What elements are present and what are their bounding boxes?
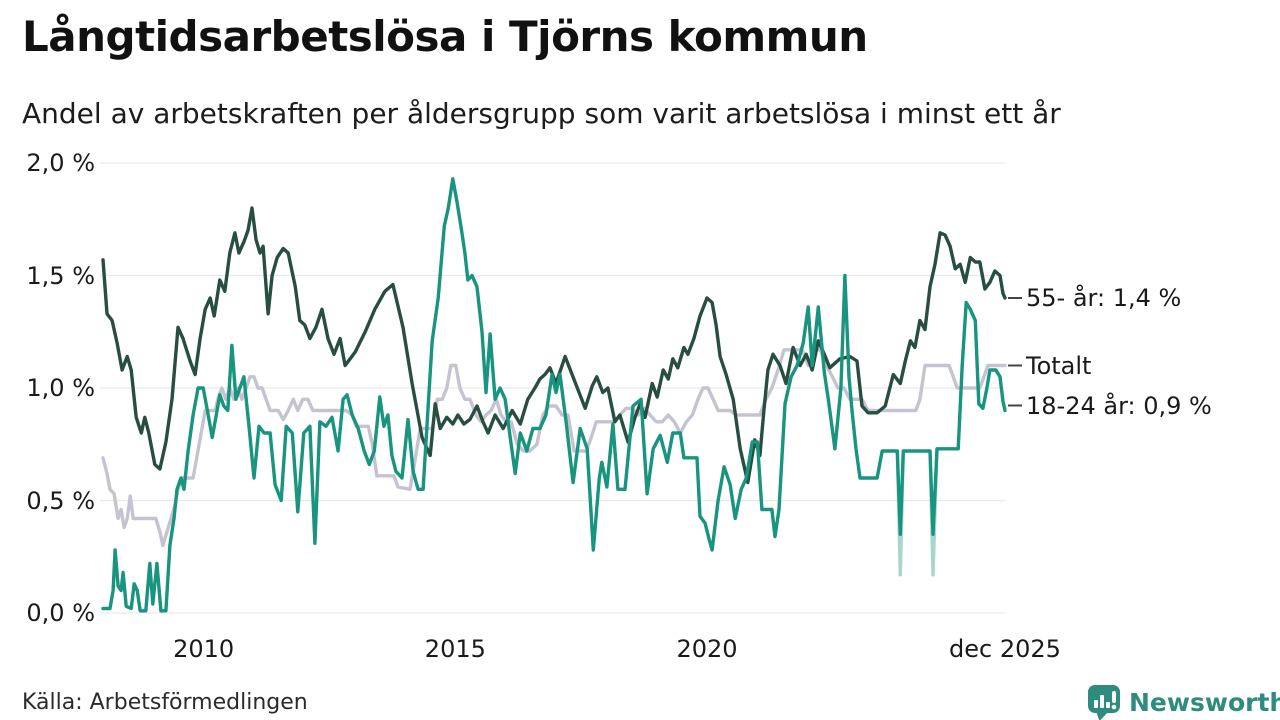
y-tick-label: 1,5 % bbox=[26, 261, 95, 290]
source-note: Källa: Arbetsförmedlingen bbox=[22, 690, 308, 715]
series-line-totalt bbox=[101, 348, 1007, 548]
end-label-55: 55- år: 1,4 % bbox=[1026, 284, 1182, 312]
series-line-18-24-r bbox=[101, 177, 1007, 613]
x-tick-label: 2010 bbox=[173, 635, 235, 663]
end-label-totalt: Totalt bbox=[1026, 351, 1092, 380]
page-title: Långtidsarbetslösa i Tjörns kommun bbox=[22, 12, 868, 61]
end-label-18-24: 18-24 år: 0,9 % bbox=[1026, 391, 1212, 420]
newsworthy-brand: Newsworthy bbox=[1086, 684, 1280, 720]
y-tick-label: 1,0 % bbox=[26, 374, 95, 402]
y-tick-label: 0,5 % bbox=[26, 486, 95, 515]
newsworthy-logo-icon bbox=[1088, 685, 1120, 720]
y-tick-label: 2,0 % bbox=[26, 149, 95, 177]
page-subtitle: Andel av arbetskraften per åldersgrupp s… bbox=[22, 97, 1061, 130]
x-tick-label: dec 2025 bbox=[949, 635, 1061, 663]
x-tick-label: 2015 bbox=[424, 635, 486, 663]
series-line-55-r bbox=[101, 206, 1007, 485]
brand-name: Newsworthy bbox=[1129, 687, 1280, 717]
y-tick-label: 0,0 % bbox=[26, 599, 95, 627]
x-tick-label: 2020 bbox=[676, 635, 738, 663]
